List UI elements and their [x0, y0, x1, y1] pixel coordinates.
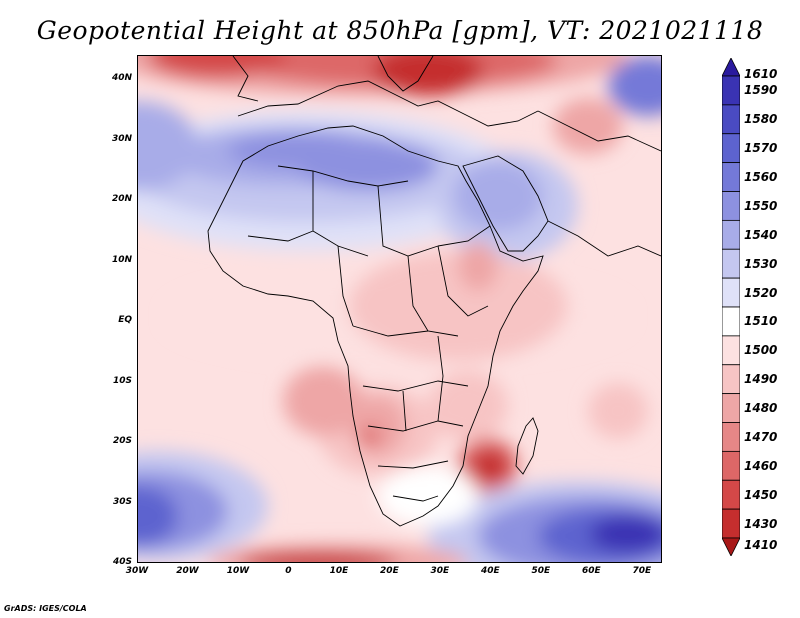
- colorbar-swatch: [722, 191, 740, 221]
- colorbar-swatch: [722, 306, 740, 337]
- colorbar-level-label: 1610: [744, 67, 778, 82]
- colorbar-swatch: [722, 364, 740, 395]
- lat-tick-label: 20N: [111, 194, 132, 205]
- coastlines: [207, 56, 661, 527]
- lon-tick-label: 30E: [430, 566, 450, 576]
- colorbar-level-label: 1550: [744, 198, 778, 213]
- colorbar-swatch: [722, 508, 740, 539]
- lat-tick-label: 40N: [111, 73, 132, 84]
- colorbar-swatch: [722, 219, 740, 250]
- colorbar-level-label: 1500: [744, 343, 778, 358]
- lat-tick-label: 30S: [112, 496, 132, 507]
- lat-tick-label: 30N: [111, 133, 132, 144]
- lon-tick-label: 20E: [380, 566, 399, 576]
- colorbar-level-label: 1470: [744, 429, 778, 444]
- colorbar-level-label: 1480: [744, 401, 778, 416]
- lon-tick-label: 0: [285, 566, 292, 576]
- lon-tick-label: 60E: [581, 566, 601, 576]
- colorbar-swatch: [722, 133, 740, 164]
- colorbar-level-label: 1460: [744, 458, 778, 473]
- colorbar-level-label: 1530: [744, 256, 778, 271]
- colorbar-swatch: [722, 537, 740, 556]
- colorbar-swatch: [722, 479, 740, 510]
- lon-tick-label: 20W: [176, 566, 199, 576]
- credit-text: GrADS: IGES/COLA: [4, 604, 87, 613]
- lon-tick-label: 30W: [125, 566, 149, 576]
- lat-tick-label: 10N: [111, 254, 132, 265]
- lon-tick-label: 50E: [531, 566, 551, 576]
- lon-tick-label: 10E: [329, 566, 349, 576]
- lat-tick-label: 10S: [112, 375, 132, 386]
- colorbar-level-label: 1430: [744, 516, 778, 531]
- colorbar-level-label: 1520: [744, 285, 778, 300]
- lat-tick-label: EQ: [118, 315, 132, 326]
- colorbar-swatch: [722, 422, 740, 452]
- colorbar-swatch: [722, 104, 740, 135]
- lon-tick-label: 10W: [226, 566, 250, 576]
- colorbar-level-label: 1540: [744, 227, 778, 242]
- colorbar-swatch: [722, 277, 740, 308]
- colorbar-level-label: 1450: [744, 487, 778, 502]
- map-panel: [137, 55, 662, 563]
- colorbar-level-label: 1510: [744, 314, 778, 329]
- colorbar-swatch: [722, 162, 740, 192]
- colorbar-level-label: 1570: [744, 141, 778, 156]
- lat-tick-label: 40S: [112, 557, 132, 567]
- colorbar-swatch: [722, 248, 740, 279]
- lat-tick-label: 20S: [112, 436, 132, 447]
- colorbar-level-label: 1590: [744, 83, 778, 98]
- colorbar-level-label: 1490: [744, 372, 778, 387]
- colorbar: [722, 58, 740, 556]
- colorbar-swatch: [722, 75, 740, 106]
- height-field-shading: [138, 56, 661, 562]
- geopotential-height-map: [138, 56, 661, 562]
- colorbar-level-label: 1560: [744, 170, 778, 185]
- map-title: Geopotential Height at 850hPa [gpm], VT:…: [36, 16, 764, 45]
- colorbar-swatch: [722, 393, 740, 423]
- colorbar-swatch: [722, 335, 740, 366]
- colorbar-level-label: 1410: [744, 538, 778, 553]
- colorbar-swatch: [722, 58, 740, 77]
- lon-tick-label: 70E: [632, 566, 652, 576]
- lon-tick-label: 40E: [481, 566, 500, 576]
- colorbar-level-label: 1580: [744, 112, 778, 127]
- colorbar-swatch: [722, 450, 740, 481]
